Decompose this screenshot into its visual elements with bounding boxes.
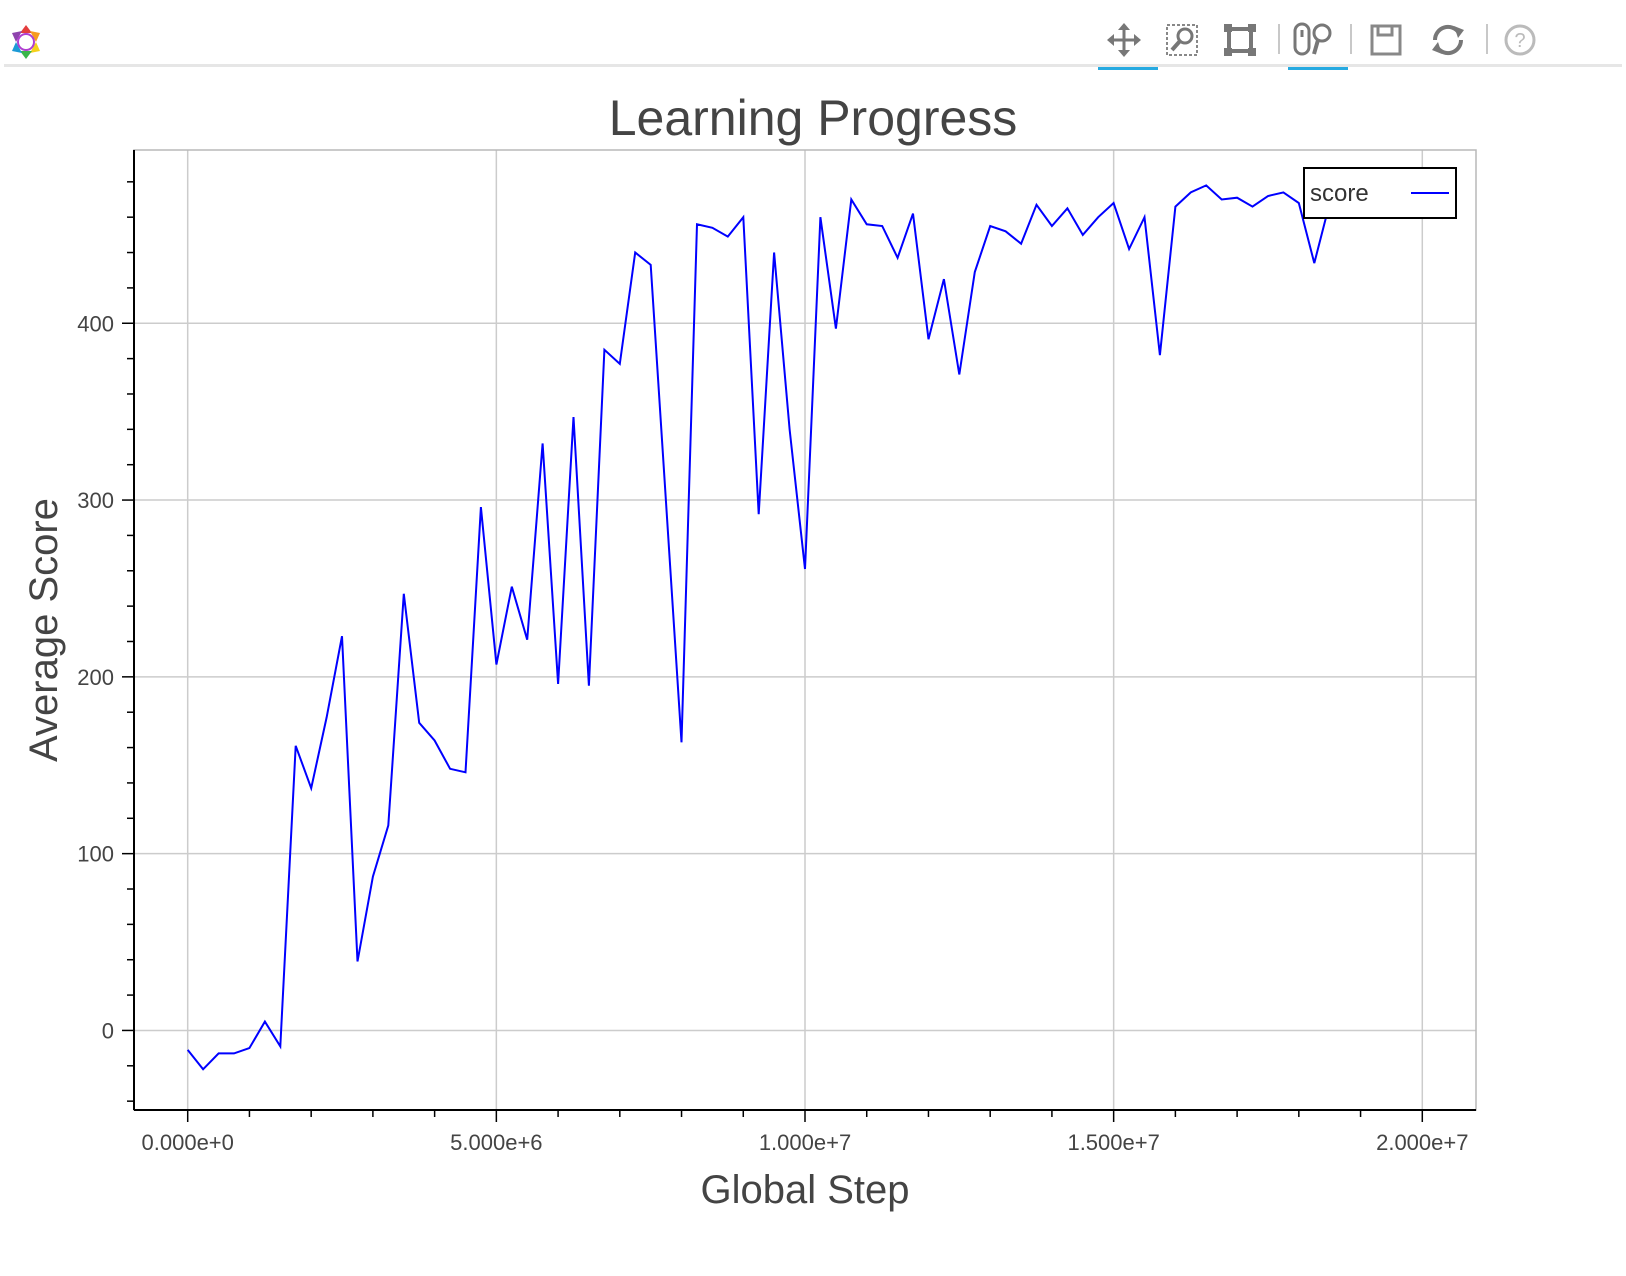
y-tick-label: 0 bbox=[102, 1018, 114, 1043]
box-zoom-icon bbox=[1166, 24, 1198, 56]
y-axis-label: Average Score bbox=[22, 498, 66, 762]
active-indicator bbox=[1098, 67, 1158, 70]
series-layer bbox=[186, 184, 1331, 1071]
wheel-zoom-tool[interactable] bbox=[1288, 18, 1348, 70]
resize-icon bbox=[1224, 24, 1256, 56]
legend: score bbox=[1303, 167, 1457, 219]
y-tick-label: 200 bbox=[77, 665, 114, 690]
toolbar-divider bbox=[1350, 24, 1352, 54]
help-tool[interactable]: ? bbox=[1498, 18, 1542, 62]
toolbar: ? bbox=[0, 0, 1626, 70]
toolbar-divider bbox=[1486, 24, 1488, 54]
x-tick-label: 2.000e+7 bbox=[1376, 1130, 1468, 1155]
resize-tool[interactable] bbox=[1218, 18, 1262, 62]
y-tick-label: 100 bbox=[77, 842, 114, 867]
toolbar-separator bbox=[4, 64, 1622, 67]
y-tick-label: 400 bbox=[77, 311, 114, 336]
reset-icon bbox=[1432, 24, 1464, 56]
save-tool[interactable] bbox=[1364, 18, 1408, 62]
save-icon bbox=[1370, 24, 1402, 56]
chart[interactable]: Learning Progress 0.000e+0 5.000e+6 1.000e… bbox=[0, 70, 1626, 1276]
svg-text:?: ? bbox=[1514, 30, 1525, 52]
box-zoom-tool[interactable] bbox=[1160, 18, 1204, 62]
reset-tool[interactable] bbox=[1426, 18, 1470, 62]
x-tick-labels: 0.000e+0 5.000e+6 1.000e+7 1.500e+7 2.000e+7 bbox=[142, 1130, 1469, 1155]
x-tick-label: 1.000e+7 bbox=[759, 1130, 851, 1155]
x-tick-label: 5.000e+6 bbox=[450, 1130, 542, 1155]
active-indicator bbox=[1288, 67, 1348, 70]
legend-label: score bbox=[1310, 180, 1369, 207]
chart-title: Learning Progress bbox=[609, 90, 1018, 146]
series-line-score bbox=[186, 184, 1331, 1071]
y-tick-labels: 0 100 200 300 400 bbox=[77, 311, 114, 1043]
wheel-zoom-icon bbox=[1293, 22, 1332, 56]
pan-icon bbox=[1107, 23, 1141, 57]
x-axis-label: Global Step bbox=[700, 1168, 909, 1212]
pan-tool[interactable] bbox=[1098, 18, 1158, 70]
x-tick-label: 1.500e+7 bbox=[1067, 1130, 1159, 1155]
x-tick-label: 0.000e+0 bbox=[142, 1130, 234, 1155]
axes bbox=[122, 150, 1476, 1122]
bokeh-logo-icon[interactable] bbox=[6, 22, 46, 62]
y-tick-label: 300 bbox=[77, 488, 114, 513]
toolbar-divider bbox=[1278, 24, 1280, 54]
help-icon: ? bbox=[1504, 24, 1536, 56]
grid bbox=[134, 150, 1476, 1110]
